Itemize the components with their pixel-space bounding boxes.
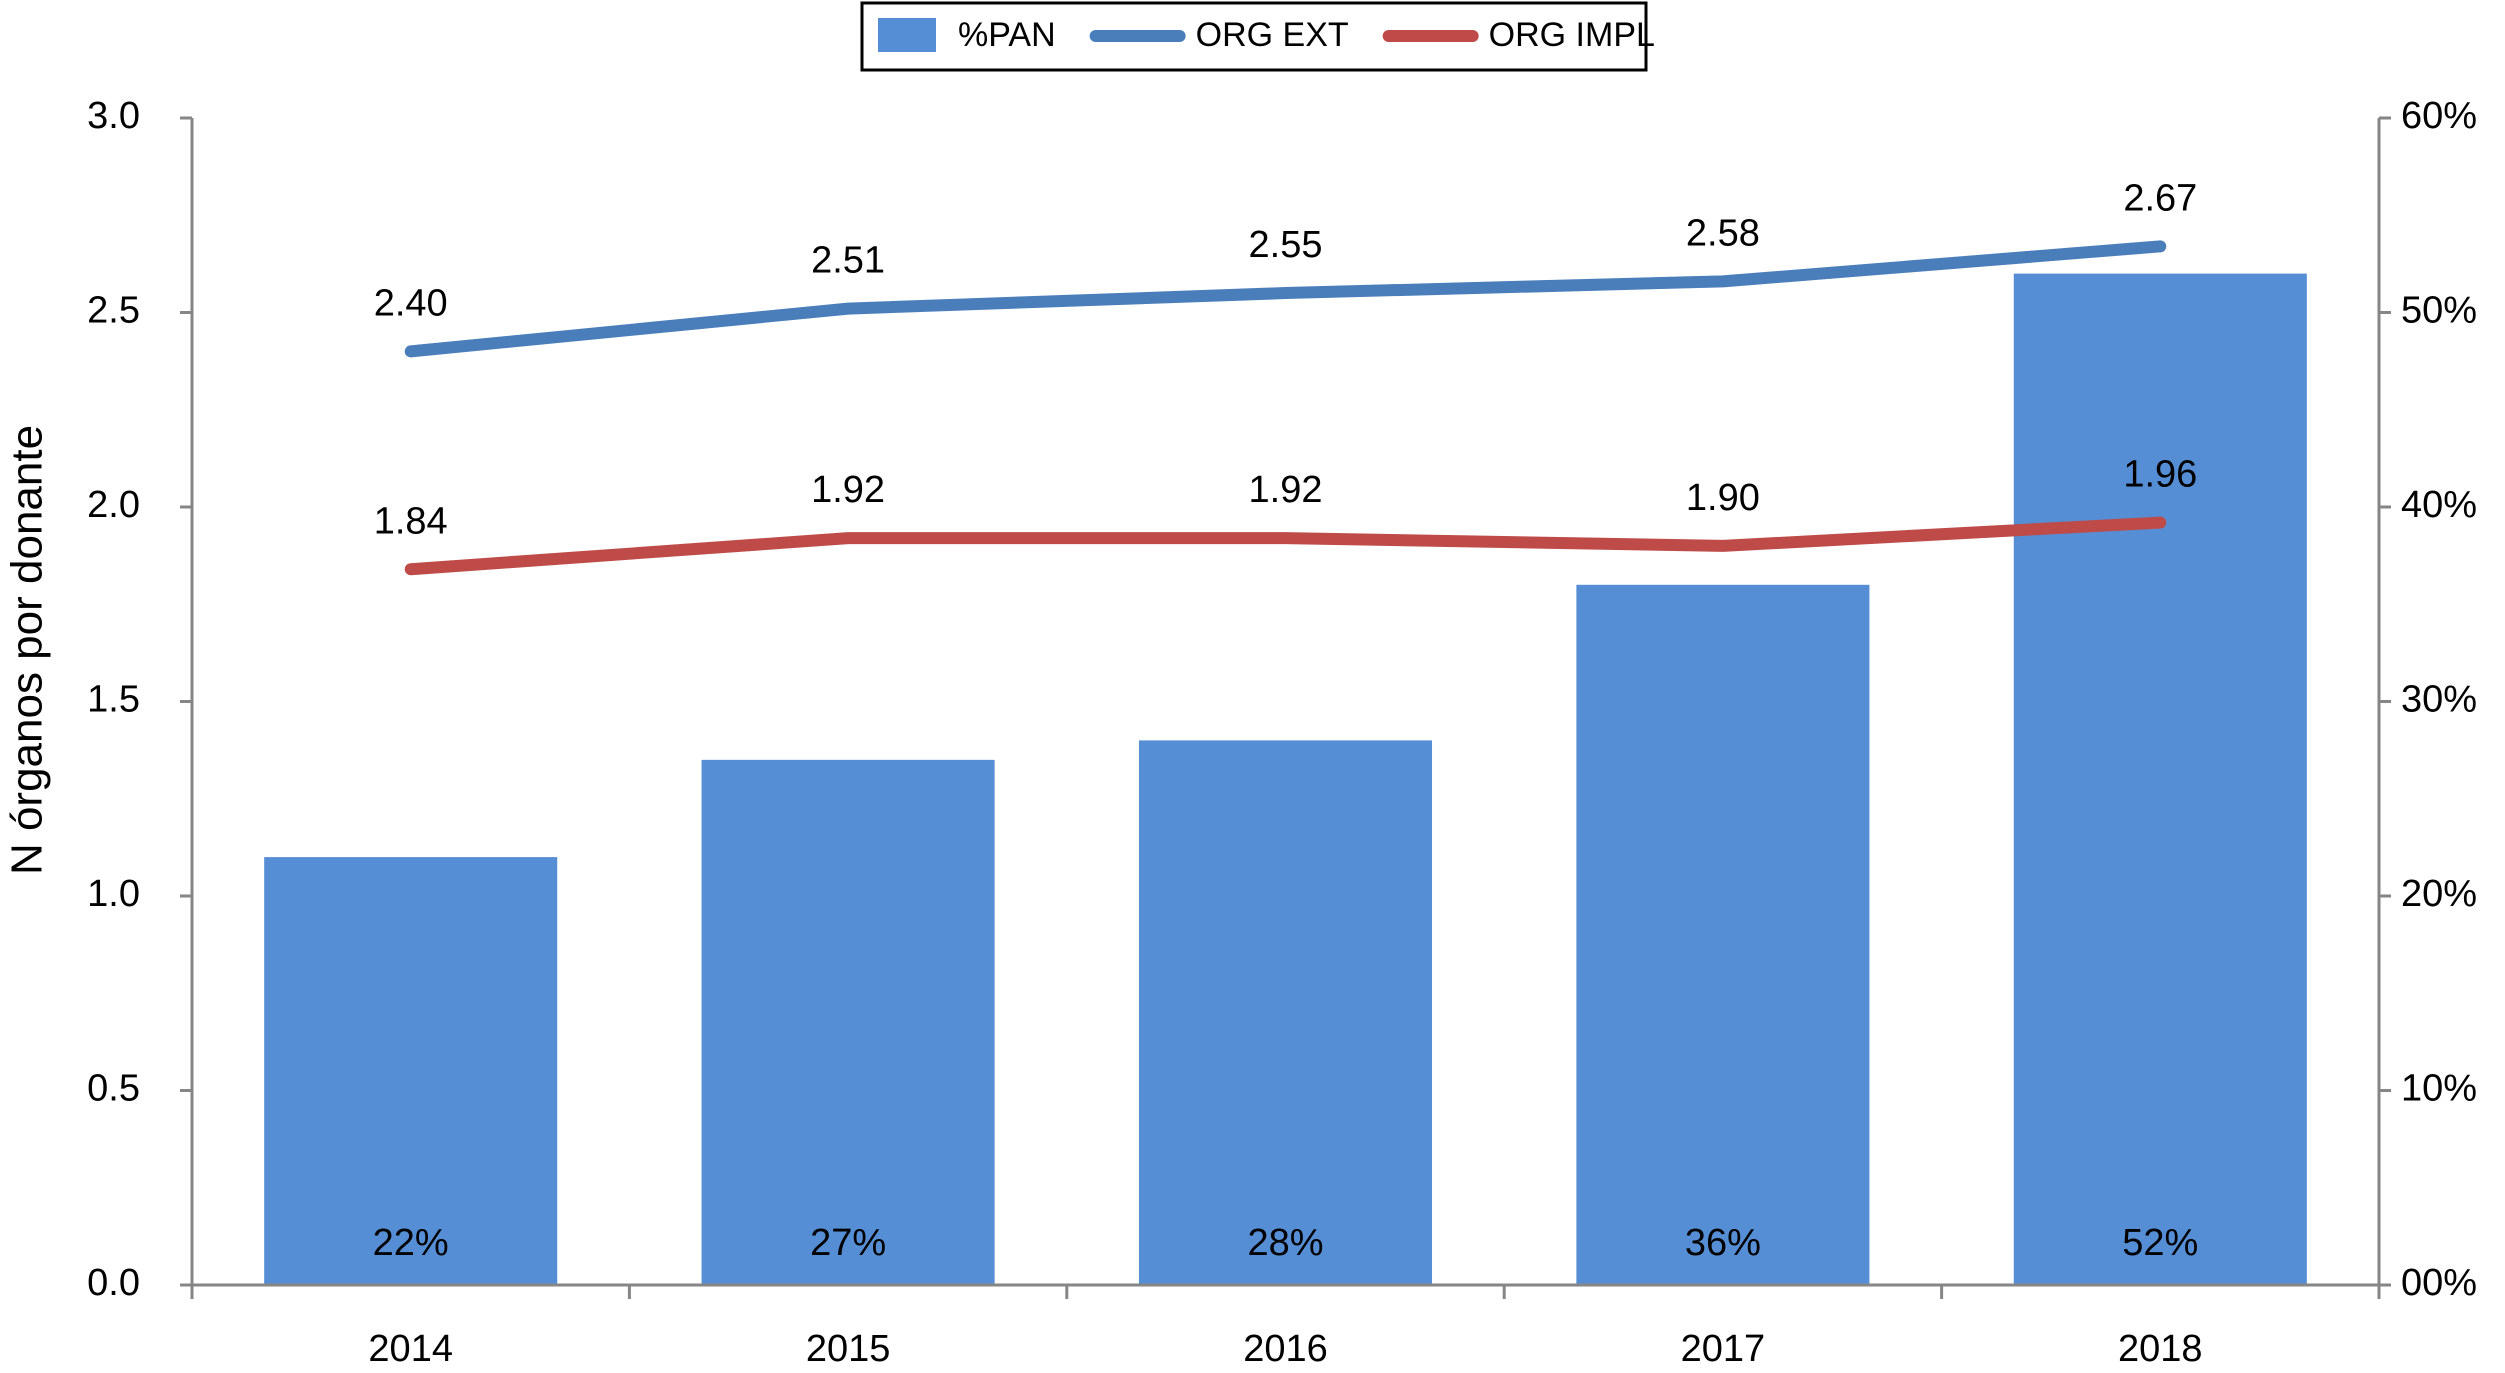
legend-box (860, 1, 1648, 72)
x-tick-label: 2017 (1681, 1328, 1766, 1370)
line-value-label: 1.84 (374, 500, 448, 542)
legend-label: %PAN (958, 16, 1056, 54)
y2-tick-label: 50% (2401, 290, 2477, 332)
y2-tick-label: 20% (2401, 873, 2477, 915)
bar (1576, 584, 1870, 1285)
bar (2013, 273, 2307, 1286)
y-tick-label: 2.0 (87, 484, 140, 526)
line-value-label: 2.40 (374, 282, 448, 324)
y-axis-label: N órganos por donante (3, 425, 52, 875)
bar-value-label: 27% (810, 1222, 886, 1264)
line-value-label: 2.51 (811, 240, 885, 282)
bar-value-label: 36% (1685, 1222, 1761, 1264)
y-tick-label: 2.5 (87, 290, 140, 332)
line-value-label: 1.96 (2123, 454, 2197, 496)
y2-tick-label: 60% (2401, 95, 2477, 137)
bar-value-label: 52% (2122, 1222, 2198, 1264)
y2-tick-label: 40% (2401, 484, 2477, 526)
bar-value-label: 28% (1247, 1222, 1323, 1264)
y2-tick-label: 30% (2401, 679, 2477, 721)
y-tick-label: 1.0 (87, 873, 140, 915)
bar (1138, 740, 1433, 1285)
bar-value-label: 22% (373, 1222, 449, 1264)
line-value-label: 2.58 (1686, 212, 1760, 254)
line-series (404, 240, 2167, 358)
y-tick-label: 0.5 (87, 1068, 140, 1110)
legend-label: ORG IMPL (1489, 16, 1655, 54)
line-value-label: 2.67 (2123, 177, 2197, 219)
line-series (404, 516, 2167, 576)
line-value-label: 1.92 (1249, 469, 1323, 511)
x-tick-label: 2018 (2118, 1328, 2203, 1370)
bar (264, 857, 558, 1285)
x-tick-label: 2016 (1243, 1328, 1328, 1370)
line-value-label: 1.90 (1686, 477, 1760, 519)
y-tick-label: 1.5 (87, 679, 140, 721)
line-value-label: 1.92 (811, 469, 885, 511)
x-tick-label: 2015 (806, 1328, 891, 1370)
legend-label: ORG EXT (1196, 16, 1349, 54)
x-tick-label: 2014 (368, 1328, 453, 1370)
line-value-label: 2.55 (1249, 224, 1323, 266)
y-tick-label: 0.0 (87, 1262, 140, 1304)
bar (701, 759, 995, 1285)
y-tick-label: 3.0 (87, 95, 140, 137)
legend-swatch (878, 18, 936, 52)
y2-tick-label: 10% (2401, 1068, 2477, 1110)
y2-tick-label: 00% (2401, 1262, 2477, 1304)
